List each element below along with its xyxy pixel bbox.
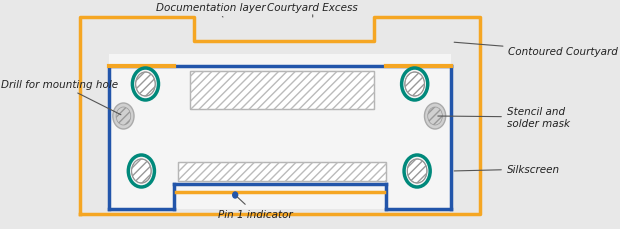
Bar — [178, 162, 386, 181]
Bar — [178, 162, 386, 181]
Circle shape — [131, 159, 151, 183]
Text: Pin 1 indicator: Pin 1 indicator — [218, 197, 293, 219]
Circle shape — [407, 159, 427, 183]
Bar — [108, 55, 451, 209]
Bar — [190, 72, 374, 109]
Bar — [190, 72, 374, 109]
Circle shape — [425, 104, 446, 129]
Circle shape — [232, 192, 237, 198]
Text: Documentation layer: Documentation layer — [156, 3, 265, 18]
Circle shape — [113, 104, 134, 129]
Text: Courtyard Excess: Courtyard Excess — [267, 3, 358, 18]
Circle shape — [405, 73, 425, 97]
Text: Contoured Courtyard: Contoured Courtyard — [454, 43, 618, 57]
Text: Drill for mounting hole: Drill for mounting hole — [1, 80, 121, 115]
Text: Silkscreen: Silkscreen — [454, 164, 560, 174]
Text: Stencil and
solder mask: Stencil and solder mask — [438, 107, 570, 128]
Circle shape — [136, 73, 155, 97]
